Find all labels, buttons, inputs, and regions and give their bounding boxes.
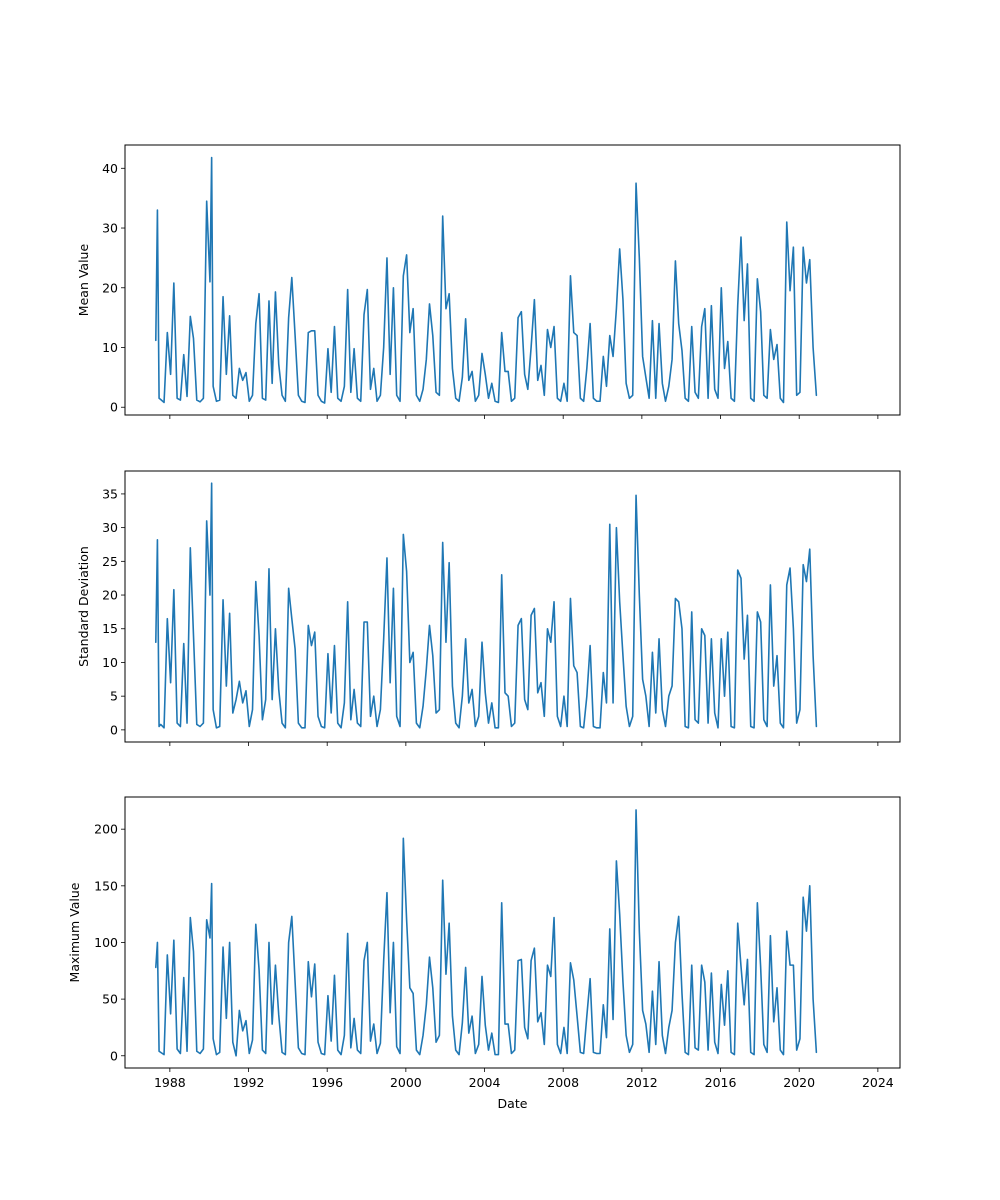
- standard-deviation-ylabel: Standard Deviation: [76, 546, 91, 667]
- maximum-value-panel: 0 50 100 150 200 1988 1992 1996 2000 2004 2008 2012…: [67, 796, 901, 1111]
- mean-value-ytick-label: 10: [102, 340, 118, 355]
- maximum-value-xtick-label: 2024: [862, 1075, 894, 1090]
- maximum-value-xtick-label: 2016: [705, 1075, 737, 1090]
- mean-value-ytick-label: 30: [102, 221, 118, 236]
- mean-value-ytick-label: 20: [102, 280, 118, 295]
- standard-deviation-ytick-label: 5: [110, 689, 118, 704]
- maximum-value-ytick-label: 150: [94, 878, 118, 893]
- mean-value-ylabel: Mean Value: [76, 244, 91, 317]
- maximum-value-xtick-label: 2008: [547, 1075, 579, 1090]
- standard-deviation-ytick-label: 25: [102, 554, 118, 569]
- standard-deviation-ytick-label: 15: [102, 621, 118, 636]
- maximum-value-ytick-label: 100: [94, 935, 118, 950]
- maximum-value-xtick-label: 1992: [233, 1075, 265, 1090]
- standard-deviation-ytick-label: 35: [102, 486, 118, 501]
- maximum-value-xtick-label: 1996: [311, 1075, 343, 1090]
- standard-deviation-axes-frame: [124, 470, 901, 743]
- maximum-value-ylabel: Maximum Value: [67, 882, 82, 982]
- standard-deviation-panel: 0 5 10 15 20 25 30 35 Standard Deviation: [76, 470, 901, 746]
- standard-deviation-ytick-label: 10: [102, 655, 118, 670]
- standard-deviation-ytick-label: 20: [102, 588, 118, 603]
- mean-value-axes-frame: [124, 144, 901, 416]
- maximum-value-xtick-label: 2000: [390, 1075, 422, 1090]
- standard-deviation-ytick-label: 30: [102, 520, 118, 535]
- mean-value-panel: 0 10 20 30 40 Mean Value: [76, 144, 901, 419]
- maximum-value-xtick-label: 2004: [469, 1075, 501, 1090]
- maximum-value-xtick-label: 2020: [783, 1075, 815, 1090]
- maximum-value-xtick-label: 2012: [626, 1075, 658, 1090]
- mean-value-ytick-label: 0: [110, 400, 118, 415]
- maximum-value-series-line: [155, 809, 818, 1057]
- maximum-value-xlabel: Date: [498, 1096, 528, 1111]
- maximum-value-xtick-label: 1988: [154, 1075, 186, 1090]
- mean-value-series-line: [155, 156, 818, 404]
- maximum-value-ytick-label: 200: [94, 822, 118, 837]
- standard-deviation-series-line: [155, 482, 818, 729]
- mean-value-ytick-label: 40: [102, 161, 118, 176]
- maximum-value-axes-frame: [124, 796, 901, 1069]
- maximum-value-ytick-label: 50: [102, 992, 118, 1007]
- standard-deviation-ytick-label: 0: [110, 722, 118, 737]
- maximum-value-ytick-label: 0: [110, 1048, 118, 1063]
